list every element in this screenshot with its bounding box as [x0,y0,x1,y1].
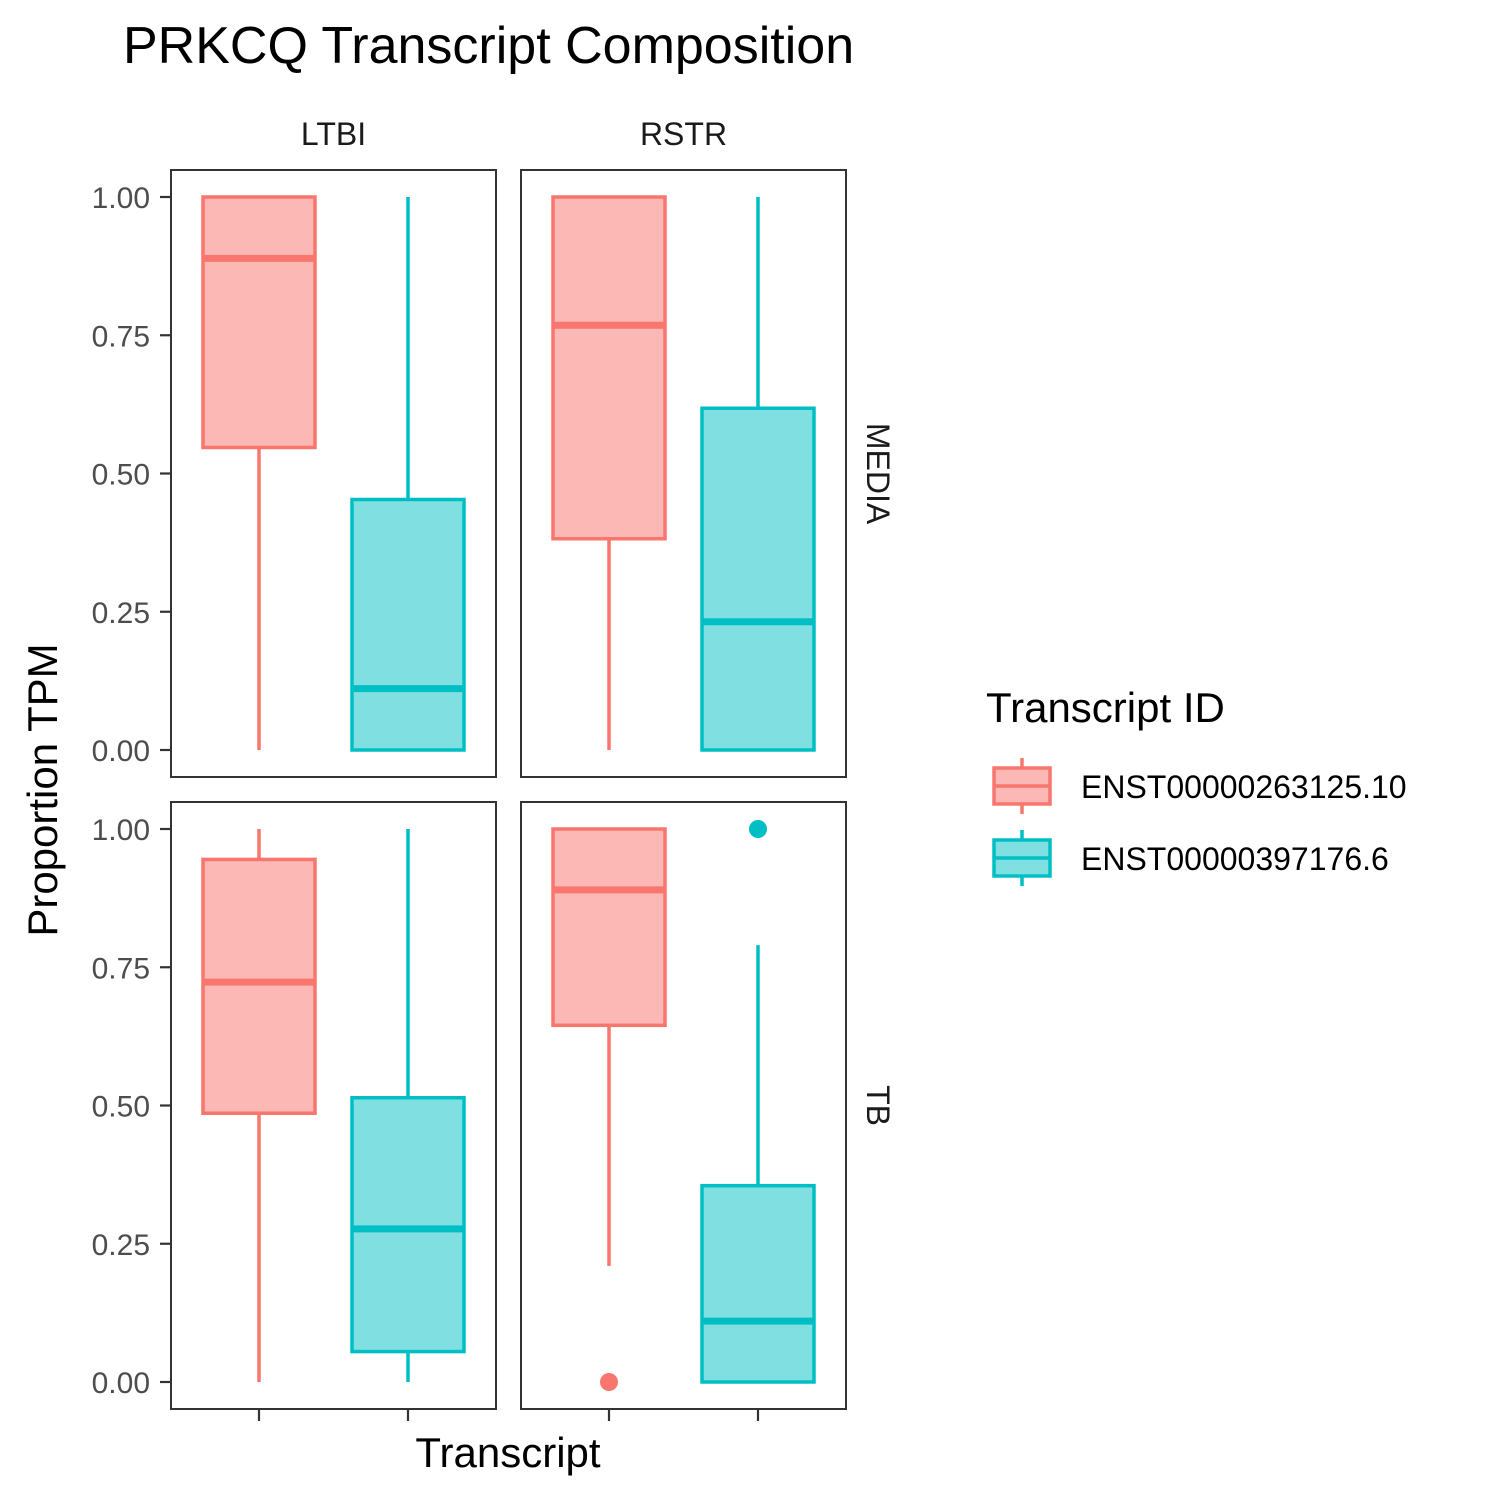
box-iqr [201,195,317,450]
y-tick-label: 0.25 [92,1229,150,1262]
facet-panels: LTBI RSTR MEDIA TB 0.00 0.25 0.50 0.75 1.00 0.00 0… [92,116,896,1421]
legend-label: ENST00000263125.10 [1081,769,1407,805]
y-tick-label: 0.25 [92,597,150,630]
y-tick-label: 1.00 [92,182,150,215]
box-iqr [700,406,816,752]
box-iqr [350,497,466,752]
x-axis-title: Transcript [415,1429,600,1476]
box-iqr [551,195,667,541]
y-tick-label: 0.50 [92,459,150,492]
facet-strip-ltbi: LTBI [301,116,366,152]
facet-strip-media: MEDIA [860,423,896,525]
outlier-point [749,820,767,838]
box-iqr [201,857,317,1115]
legend: ENST00000263125.10 ENST00000397176.6 [992,758,1407,886]
y-tick-label: 0.00 [92,735,150,768]
y-tick-label: 0.00 [92,1367,150,1400]
y-tick-label: 0.50 [92,1091,150,1124]
y-axis-title: Proportion TPM [19,643,66,936]
y-tick-label: 0.75 [92,952,150,985]
y-tick-label: 0.75 [92,320,150,353]
legend-label: ENST00000397176.6 [1081,841,1389,877]
chart-title: PRKCQ Transcript Composition [123,17,854,75]
box-iqr [350,1096,466,1354]
box-iqr [551,827,667,1028]
box-iqr [700,1183,816,1384]
facet-strip-rstr: RSTR [640,116,727,152]
facet-strip-tb: TB [860,1085,896,1126]
outlier-point [600,1373,618,1391]
y-tick-label: 1.00 [92,814,150,847]
legend-title: Transcript ID [986,684,1225,731]
